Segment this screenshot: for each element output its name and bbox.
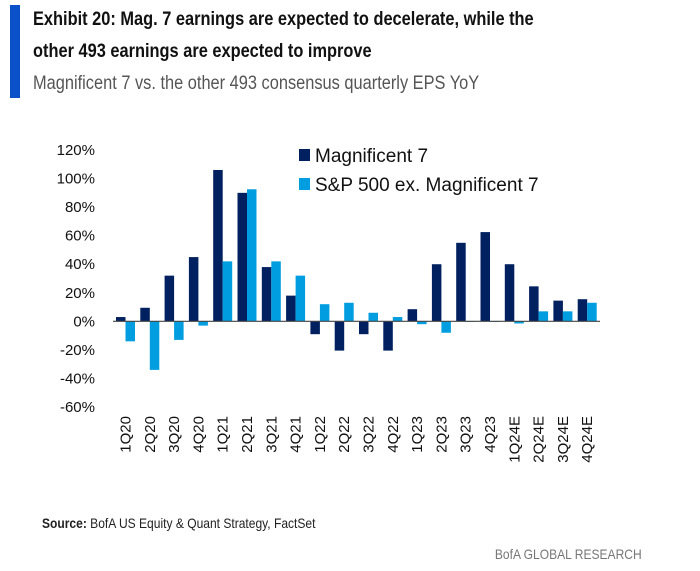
- bar-ex-mag7: [222, 261, 233, 322]
- bar-mag7: [116, 317, 126, 322]
- x-tick-label: 1Q23: [409, 416, 426, 453]
- x-tick-label: 1Q22: [312, 416, 329, 453]
- bar-ex-mag7: [198, 321, 208, 326]
- bar-mag7: [383, 321, 393, 351]
- y-tick-label: 0%: [73, 313, 95, 330]
- bar-mag7: [431, 264, 442, 322]
- x-tick-label: 3Q22: [361, 416, 378, 453]
- legend-swatch: [299, 178, 310, 190]
- accent-bar: [10, 5, 20, 98]
- x-tick-label: 1Q20: [118, 416, 135, 453]
- x-tick-label: 1Q24E: [506, 416, 523, 463]
- bar-mag7: [334, 321, 345, 351]
- bar-mag7: [286, 295, 296, 322]
- bar-mag7: [261, 267, 272, 322]
- y-tick-label: 80%: [65, 199, 95, 216]
- x-tick-label: 3Q21: [263, 416, 280, 453]
- bar-mag7: [359, 321, 369, 335]
- x-tick-label: 4Q21: [288, 416, 305, 453]
- bar-mag7: [188, 257, 199, 322]
- bar-ex-mag7: [441, 321, 451, 333]
- source-label: Source:: [42, 515, 87, 531]
- x-tick-label: 4Q23: [482, 416, 499, 453]
- bar-ex-mag7: [417, 321, 427, 325]
- bar-mag7: [480, 232, 490, 322]
- chart-title-line1: Exhibit 20: Mag. 7 earnings are expected…: [33, 8, 534, 30]
- brand-footer: BofA GLOBAL RESEARCH: [495, 546, 642, 562]
- bar-ex-mag7: [514, 321, 524, 324]
- x-tick-label: 2Q20: [142, 416, 159, 453]
- y-tick-label: -60%: [60, 399, 95, 416]
- chart-subtitle: Magnificent 7 vs. the other 493 consensu…: [33, 72, 480, 94]
- bar-ex-mag7: [174, 321, 184, 340]
- bar-mag7: [164, 275, 175, 322]
- bar-mag7: [553, 300, 563, 322]
- bar-ex-mag7: [368, 312, 378, 322]
- source-note: Source: BofA US Equity & Quant Strategy,…: [42, 515, 315, 531]
- bar-mag7: [577, 299, 588, 322]
- bar-mag7: [237, 192, 247, 322]
- x-tick-label: 4Q20: [190, 416, 207, 453]
- bar-mag7: [140, 307, 150, 322]
- bar-ex-mag7: [125, 321, 135, 342]
- legend-label: S&P 500 ex. Magnificent 7: [315, 175, 539, 196]
- bar-mag7: [529, 286, 539, 322]
- bar-mag7: [456, 242, 466, 322]
- y-tick-label: 120%: [57, 142, 95, 159]
- x-tick-label: 3Q20: [166, 416, 183, 453]
- legend-label: Magnificent 7: [315, 146, 428, 167]
- chart-title-line2: other 493 earnings are expected to impro…: [33, 40, 372, 62]
- bar-ex-mag7: [271, 261, 281, 322]
- bar-mag7: [213, 169, 223, 322]
- x-tick-label: 4Q24E: [579, 416, 596, 463]
- y-tick-label: 40%: [65, 256, 95, 273]
- bar-mag7: [310, 321, 320, 335]
- bar-mag7: [407, 309, 418, 322]
- bar-ex-mag7: [587, 302, 597, 322]
- bar-mag7: [504, 264, 515, 322]
- x-tick-label: 4Q22: [385, 416, 402, 453]
- bar-ex-mag7: [319, 304, 330, 322]
- bar-ex-mag7: [149, 321, 160, 370]
- x-tick-label: 2Q23: [433, 416, 450, 453]
- x-tick-label: 3Q23: [458, 416, 475, 453]
- y-tick-label: -40%: [60, 370, 95, 387]
- bar-ex-mag7: [392, 317, 403, 322]
- y-tick-label: 20%: [65, 285, 95, 302]
- bar-ex-mag7: [295, 275, 306, 322]
- bar-ex-mag7: [247, 189, 257, 322]
- x-tick-label: 2Q24E: [531, 416, 548, 463]
- bar-ex-mag7: [562, 311, 573, 322]
- y-tick-label: 100%: [57, 171, 95, 188]
- legend-swatch: [299, 149, 310, 161]
- x-tick-label: 1Q21: [215, 416, 232, 453]
- y-tick-label: -20%: [60, 342, 95, 359]
- y-tick-label: 60%: [65, 228, 95, 245]
- x-tick-label: 2Q21: [239, 416, 256, 453]
- bar-ex-mag7: [344, 302, 354, 322]
- source-text: BofA US Equity & Quant Strategy, FactSet: [90, 515, 316, 531]
- x-tick-label: 3Q24E: [555, 416, 572, 463]
- bar-ex-mag7: [538, 311, 549, 322]
- x-tick-label: 2Q22: [336, 416, 353, 453]
